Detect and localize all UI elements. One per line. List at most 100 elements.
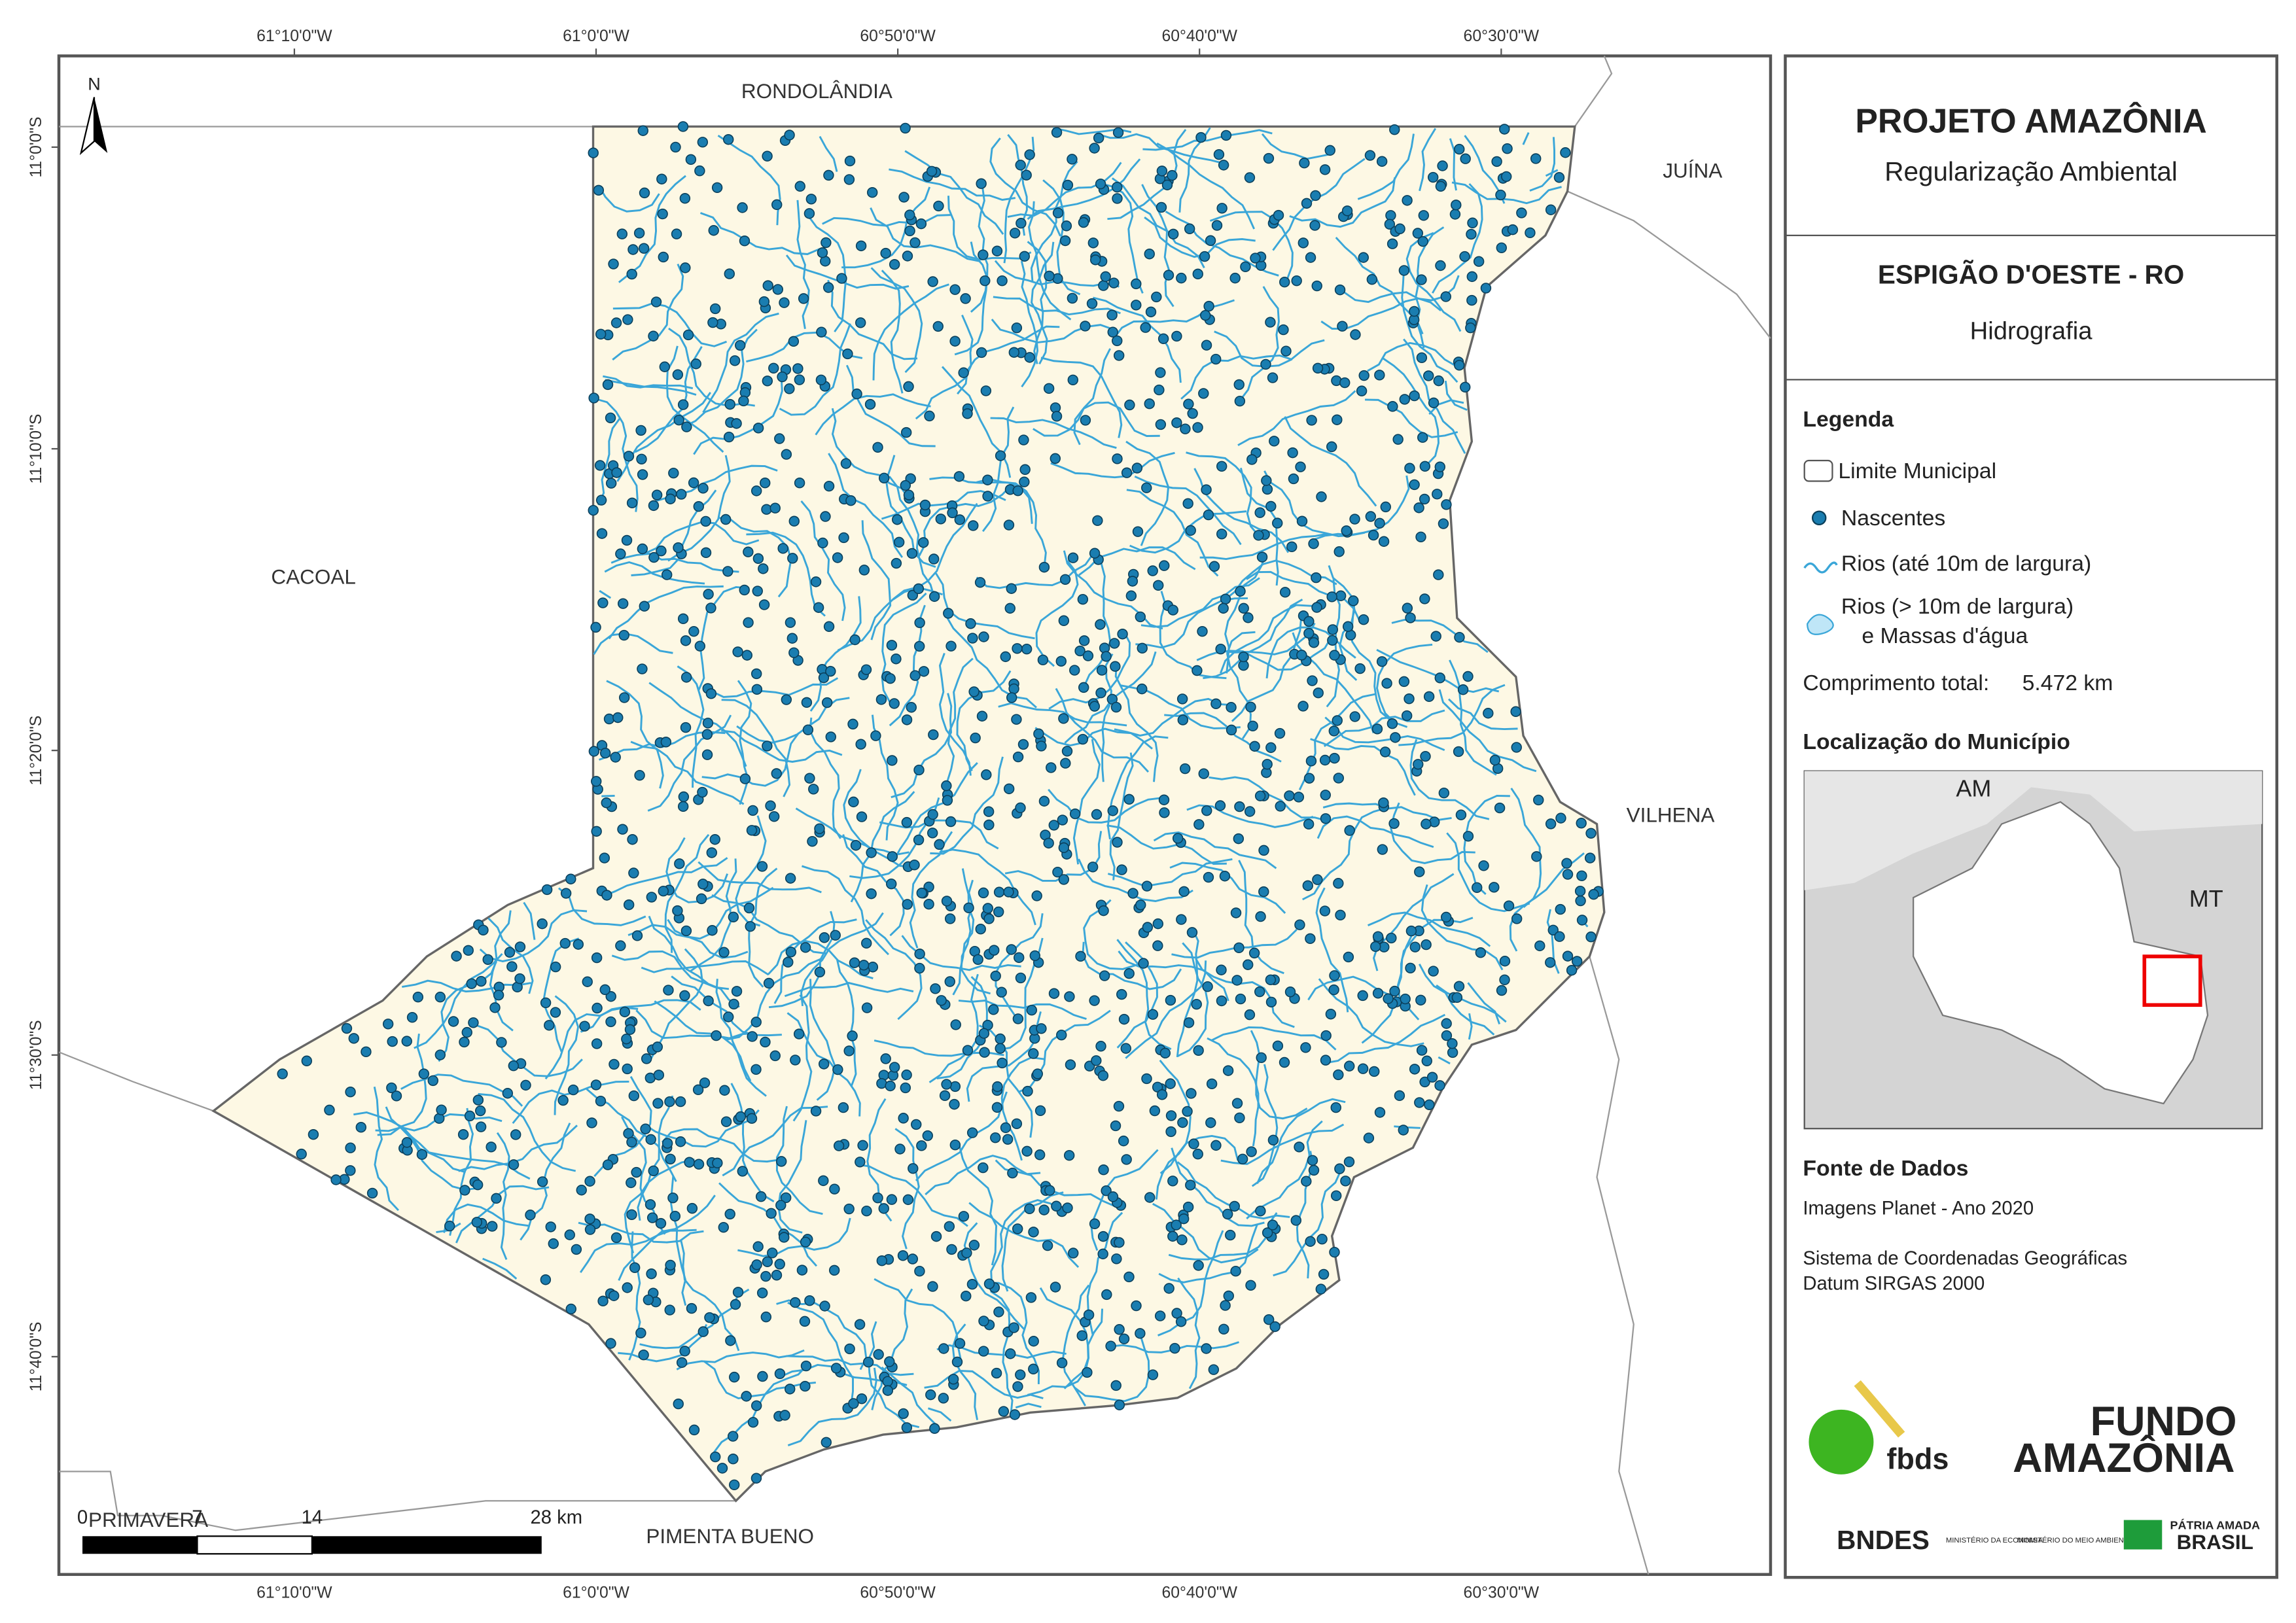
river xyxy=(478,1092,576,1172)
north-arrow-left xyxy=(79,97,96,156)
spring xyxy=(1100,271,1111,283)
spring xyxy=(903,381,914,393)
spring xyxy=(1159,1047,1171,1059)
spring xyxy=(897,1250,909,1261)
spring xyxy=(1057,814,1069,826)
spring xyxy=(1156,1089,1168,1100)
spring xyxy=(1447,1038,1458,1049)
spring xyxy=(1454,143,1465,155)
spring xyxy=(1273,209,1284,221)
spring xyxy=(1495,189,1506,201)
spring xyxy=(1421,818,1432,829)
spring xyxy=(1305,756,1317,767)
spring xyxy=(1455,809,1467,820)
river xyxy=(1144,217,1256,258)
river xyxy=(1428,399,1464,415)
river xyxy=(647,714,732,812)
river xyxy=(1072,739,1101,865)
spring xyxy=(1031,890,1042,901)
spring xyxy=(1058,874,1070,885)
spring xyxy=(1056,1357,1068,1369)
spring xyxy=(679,1346,690,1357)
spring xyxy=(1434,461,1445,472)
river xyxy=(1436,984,1507,1023)
spring xyxy=(1034,1149,1046,1161)
spring xyxy=(848,796,859,808)
spring xyxy=(1299,158,1310,169)
spring xyxy=(730,1299,741,1310)
spring xyxy=(825,731,836,742)
spring xyxy=(1125,590,1137,601)
spring xyxy=(1183,398,1194,410)
spring xyxy=(1067,552,1079,563)
spring xyxy=(855,240,867,252)
spring xyxy=(775,1200,786,1211)
spring xyxy=(1332,715,1343,726)
spring xyxy=(902,251,913,262)
place-label: CACOAL xyxy=(271,565,355,588)
spring xyxy=(1307,1155,1318,1166)
spring xyxy=(729,355,741,366)
spring xyxy=(990,970,1001,982)
spring xyxy=(784,383,795,394)
spring xyxy=(1178,1213,1190,1225)
spring xyxy=(514,941,526,952)
spring xyxy=(1203,871,1214,883)
spring xyxy=(804,773,815,784)
spring xyxy=(1507,224,1519,236)
spring xyxy=(1404,693,1415,705)
spring xyxy=(545,1221,556,1232)
spring xyxy=(698,1326,709,1337)
spring xyxy=(886,878,897,890)
spring xyxy=(889,1062,900,1073)
spring xyxy=(665,493,676,504)
legend-symbol xyxy=(1807,614,1834,635)
river xyxy=(946,657,974,782)
spring xyxy=(878,1203,889,1214)
spring xyxy=(1269,1321,1280,1333)
spring xyxy=(1414,866,1425,877)
spring xyxy=(772,284,784,295)
spring xyxy=(1555,812,1566,824)
source-line: Datum SIRGAS 2000 xyxy=(1803,1273,1985,1294)
river xyxy=(1246,570,1361,621)
spring xyxy=(1226,724,1237,736)
spring xyxy=(771,768,782,779)
spring xyxy=(1055,655,1067,667)
spring xyxy=(599,984,610,996)
spring xyxy=(616,228,628,239)
spring xyxy=(685,154,697,166)
spring xyxy=(1141,482,1152,493)
river xyxy=(693,377,783,455)
spring xyxy=(976,710,988,722)
spring xyxy=(739,236,751,247)
spring xyxy=(1256,1052,1267,1064)
spring xyxy=(949,1081,961,1092)
spring xyxy=(703,589,714,600)
spring xyxy=(1222,1208,1233,1220)
spring xyxy=(790,1055,801,1066)
spring xyxy=(1466,271,1478,283)
river xyxy=(815,393,931,436)
spring xyxy=(1112,181,1123,193)
spring xyxy=(901,1422,913,1433)
spring xyxy=(1111,1253,1122,1265)
spring xyxy=(873,1349,884,1360)
spring xyxy=(1262,759,1273,770)
spring xyxy=(1483,708,1494,719)
spring xyxy=(1415,994,1426,1006)
river xyxy=(402,979,531,993)
spring xyxy=(1467,217,1478,228)
spring xyxy=(916,1140,927,1151)
spring xyxy=(962,408,973,419)
spring xyxy=(1024,1203,1035,1215)
spring xyxy=(1386,932,1397,944)
spring xyxy=(665,1259,676,1271)
spring xyxy=(618,692,630,703)
spring xyxy=(1175,1316,1187,1327)
spring xyxy=(924,410,935,422)
river xyxy=(809,717,841,839)
spring xyxy=(958,1211,970,1222)
spring xyxy=(813,602,824,613)
spring xyxy=(634,769,645,781)
